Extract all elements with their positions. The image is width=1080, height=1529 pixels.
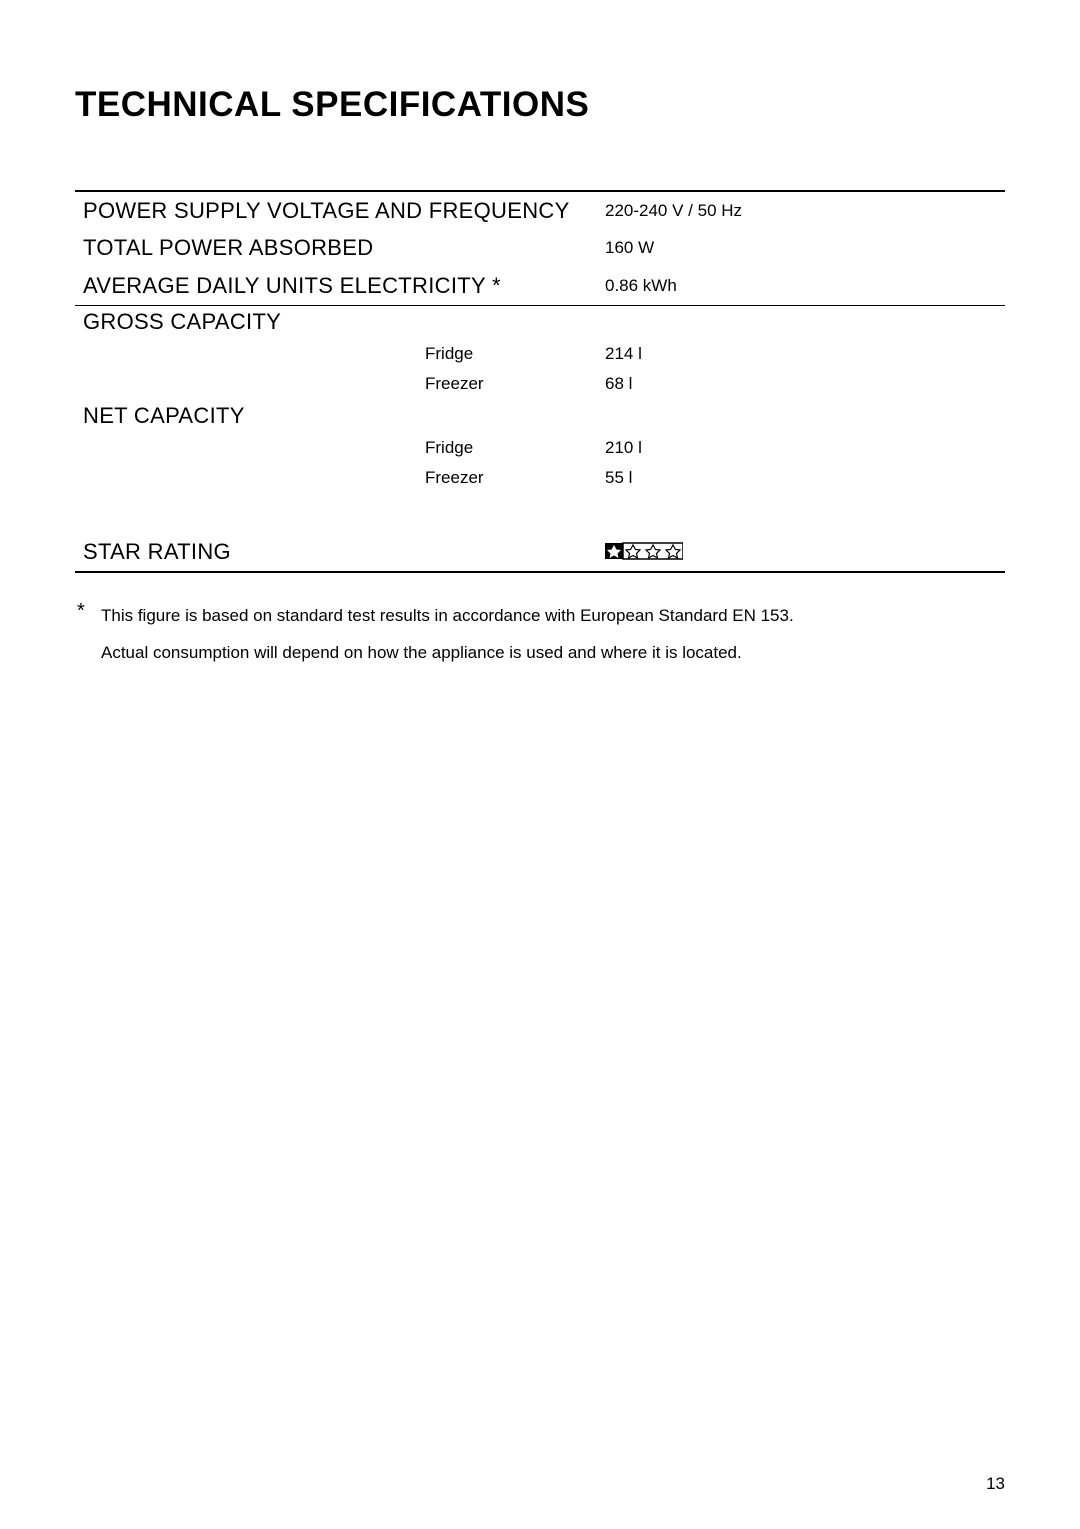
footnote-marker: * <box>77 601 95 621</box>
net-capacity-label: NET CAPACITY <box>75 399 605 433</box>
table-row: NET CAPACITY <box>75 399 1005 433</box>
specifications-table: POWER SUPPLY VOLTAGE AND FREQUENCY 220-2… <box>75 190 1005 573</box>
gross-fridge-label: Fridge <box>75 339 605 369</box>
table-row <box>75 493 1005 517</box>
table-row: GROSS CAPACITY <box>75 305 1005 339</box>
table-row: Fridge 214 l <box>75 339 1005 369</box>
gross-freezer-label: Freezer <box>75 369 605 399</box>
table-row: TOTAL POWER ABSORBED 160 W <box>75 229 1005 267</box>
page-title: TECHNICAL SPECIFICATIONS <box>75 85 1005 125</box>
net-freezer-value: 55 l <box>605 463 1005 493</box>
page-container: TECHNICAL SPECIFICATIONS POWER SUPPLY VO… <box>0 0 1080 665</box>
total-power-label: TOTAL POWER ABSORBED <box>75 229 605 267</box>
avg-daily-value: 0.86 kWh <box>605 267 1005 305</box>
star-rating-value <box>605 517 1005 572</box>
net-freezer-label: Freezer <box>75 463 605 493</box>
table-row: Freezer 68 l <box>75 369 1005 399</box>
star-rating-label: STAR RATING <box>75 517 605 572</box>
table-row: AVERAGE DAILY UNITS ELECTRICITY * 0.86 k… <box>75 267 1005 305</box>
footnote-text-1: This figure is based on standard test re… <box>101 601 794 628</box>
footnote-text-2: Actual consumption will depend on how th… <box>77 638 742 665</box>
star-rating-icon <box>605 542 683 560</box>
table-row: STAR RATING <box>75 517 1005 572</box>
power-supply-value: 220-240 V / 50 Hz <box>605 191 1005 229</box>
gross-fridge-value: 214 l <box>605 339 1005 369</box>
net-fridge-value: 210 l <box>605 433 1005 463</box>
page-number: 13 <box>986 1474 1005 1494</box>
table-row: POWER SUPPLY VOLTAGE AND FREQUENCY 220-2… <box>75 191 1005 229</box>
gross-capacity-label: GROSS CAPACITY <box>75 305 605 339</box>
table-row: Freezer 55 l <box>75 463 1005 493</box>
footnotes-section: * This figure is based on standard test … <box>75 601 1005 665</box>
table-row: Fridge 210 l <box>75 433 1005 463</box>
power-supply-label: POWER SUPPLY VOLTAGE AND FREQUENCY <box>75 191 605 229</box>
gross-freezer-value: 68 l <box>605 369 1005 399</box>
net-fridge-label: Fridge <box>75 433 605 463</box>
avg-daily-label: AVERAGE DAILY UNITS ELECTRICITY * <box>75 267 605 305</box>
footnote-2: Actual consumption will depend on how th… <box>77 638 1005 665</box>
total-power-value: 160 W <box>605 229 1005 267</box>
footnote-1: * This figure is based on standard test … <box>77 601 1005 628</box>
